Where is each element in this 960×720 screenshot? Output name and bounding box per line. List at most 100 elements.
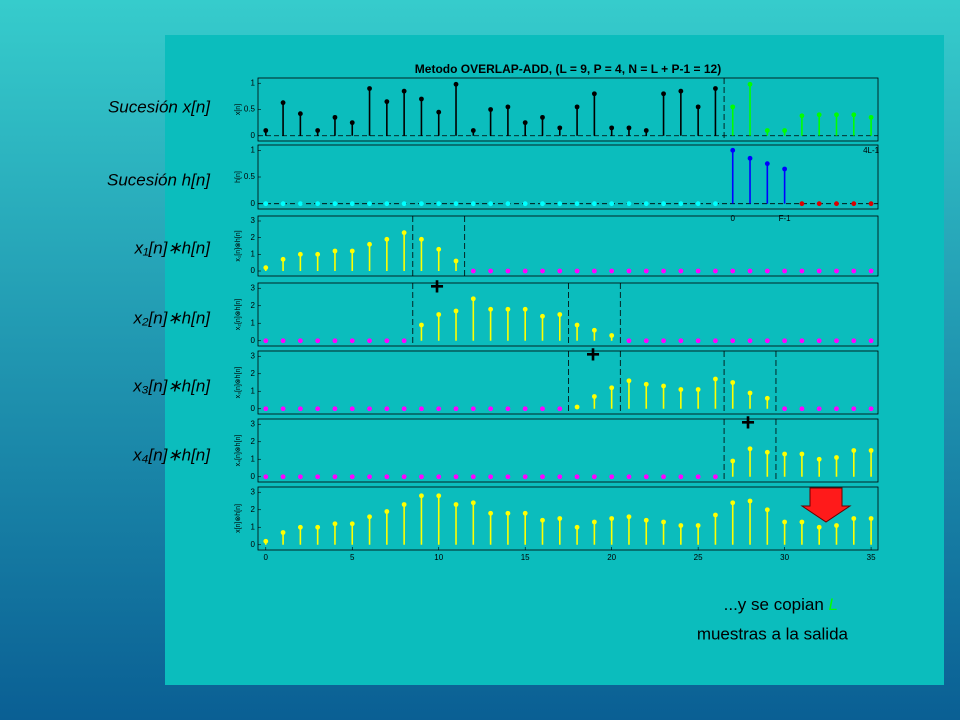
stem-marker <box>436 493 442 499</box>
plus-sign: + <box>741 409 755 436</box>
x-tick-label: 30 <box>780 553 789 562</box>
axes-box <box>257 215 879 277</box>
stem-marker <box>557 516 563 521</box>
stem-marker <box>868 268 874 274</box>
stem-marker <box>297 406 303 412</box>
stem-marker <box>505 474 511 480</box>
arrow <box>800 487 852 523</box>
stem-marker <box>384 201 390 207</box>
y-tick-label: 3 <box>251 351 256 360</box>
stem-marker <box>522 120 528 126</box>
stem-marker <box>557 406 563 412</box>
y-tick-label: 2 <box>251 437 256 446</box>
stem-marker <box>609 125 615 131</box>
stem-marker <box>332 521 338 527</box>
side-label: Sucesión x[n] <box>108 97 211 116</box>
stem-marker <box>401 201 407 207</box>
y-tick-label: 1 <box>251 78 256 87</box>
stem-marker <box>505 268 511 274</box>
stem-marker <box>782 268 788 274</box>
stem-marker <box>384 236 390 242</box>
y-tick-label: 2 <box>251 369 256 378</box>
stem-marker <box>609 385 615 391</box>
stem-marker <box>401 230 407 236</box>
stem-marker <box>713 376 718 382</box>
stem-marker <box>522 474 528 480</box>
stem-marker <box>505 406 511 412</box>
y-axis-label: x₁[n]⊗h[n] <box>235 230 242 261</box>
stem-marker <box>782 338 788 344</box>
stem-marker <box>574 474 580 480</box>
stem-marker <box>505 510 511 516</box>
stem-marker <box>626 474 632 480</box>
stem-marker <box>540 474 545 480</box>
stem-marker <box>349 474 355 480</box>
stem-marker <box>782 166 788 172</box>
stem-marker <box>557 312 563 317</box>
stem-marker <box>730 147 736 153</box>
stem-marker <box>643 517 649 523</box>
annotation: 0 <box>731 214 736 223</box>
y-axis-label: x₂[n]⊗h[n] <box>235 299 242 331</box>
y-tick-label: 0 <box>251 540 256 549</box>
stem-marker <box>540 406 545 412</box>
panel <box>165 35 944 685</box>
stem-marker <box>280 406 286 412</box>
stem-marker <box>436 246 442 252</box>
y-tick-label: 1 <box>251 249 256 258</box>
stem-marker <box>678 338 684 344</box>
stem-marker <box>626 125 632 131</box>
y-axis-label: x₄[n]⊗h[n] <box>235 435 242 467</box>
stem-marker <box>764 449 770 455</box>
stem-marker <box>332 474 338 480</box>
stem-marker <box>488 107 494 112</box>
side-label: x₁[n]∗h[n] <box>134 238 212 257</box>
stem-chart: x₃[n]⊗h[n] 0 1 2 3 <box>235 350 879 415</box>
stem-marker <box>384 99 390 105</box>
y-axis-label: x[n]⊗h[n] <box>235 504 242 533</box>
y-tick-label: 3 <box>251 487 256 496</box>
stem-marker <box>730 458 736 464</box>
stem-marker <box>868 448 874 453</box>
stem-marker <box>315 251 321 257</box>
stem-marker <box>367 86 372 91</box>
stem-marker <box>678 474 684 480</box>
axes-box <box>257 350 879 415</box>
stem-marker <box>419 474 424 480</box>
stem-marker <box>332 114 338 120</box>
stem-marker <box>816 338 822 344</box>
x-tick-label: 0 <box>264 553 269 562</box>
stem-marker <box>591 268 597 274</box>
stem-marker <box>713 268 718 274</box>
stem-marker <box>626 514 632 520</box>
stem-marker <box>574 201 580 207</box>
stem-marker <box>643 381 649 387</box>
stem-marker <box>470 268 476 274</box>
stem-chart: x₂[n]⊗h[n] 0 1 2 3 <box>235 282 879 347</box>
stem-marker <box>782 519 788 525</box>
stem-marker <box>868 114 874 120</box>
axes-box <box>257 418 879 483</box>
stem-marker <box>764 128 770 133</box>
stem-marker <box>401 338 407 344</box>
stem-marker <box>834 338 839 344</box>
stem-marker <box>834 112 839 118</box>
stem-marker <box>470 201 476 207</box>
stem-marker <box>419 236 424 242</box>
side-label: x₃[n]∗h[n] <box>132 376 211 395</box>
stem-chart: h[n] 0 0.5 1 0 F-1 <box>235 144 879 223</box>
stem-marker <box>419 322 424 328</box>
stem-marker <box>695 268 701 274</box>
stem-marker <box>315 201 321 207</box>
stem-marker <box>349 120 355 126</box>
stem-marker <box>626 268 632 274</box>
stem-marker <box>453 81 459 87</box>
y-tick-label: 0 <box>251 131 256 140</box>
stem-marker <box>609 474 615 480</box>
stem-marker <box>315 524 321 530</box>
stem-marker <box>315 128 321 133</box>
y-tick-label: 2 <box>251 505 256 514</box>
stem-marker <box>609 201 615 207</box>
stem-marker <box>280 530 286 535</box>
side-label: x₄[n]∗h[n] <box>132 445 211 464</box>
